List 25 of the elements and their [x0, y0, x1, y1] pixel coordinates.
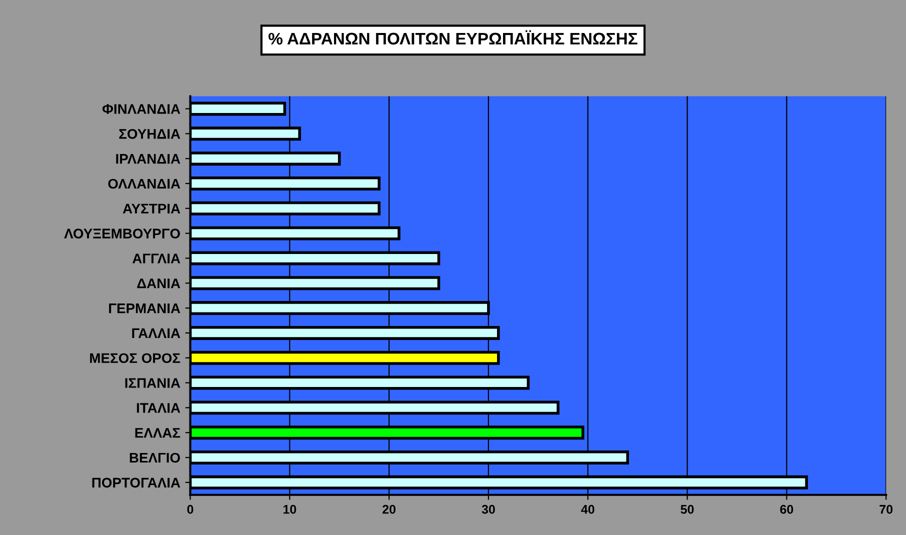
y-tick-label: ΕΛΛΑΣ	[135, 428, 180, 438]
y-tick-label: ΒΕΛΓΙΟ	[130, 452, 180, 463]
y-tick-label: ΠΟΡΤΟΓΑΛΙΑ	[92, 478, 180, 488]
y-tick-label: ΣΟΥΗΔΙΑ	[119, 129, 180, 139]
y-tick-label: ΙΡΛΑΝΔΙΑ	[116, 154, 180, 164]
x-tick-label: 0	[187, 504, 194, 514]
y-tick-label: ΑΓΓΛΙΑ	[132, 254, 180, 264]
y-tick-label: ΔΑΝΙΑ	[137, 278, 180, 288]
x-tick-label: 70	[880, 504, 893, 514]
y-tick-label: ΟΛΛΑΝΔΙΑ	[108, 178, 180, 189]
x-tick-label: 20	[382, 504, 396, 514]
y-tick-label: ΜΕΣΟΣ ΟΡΟΣ	[90, 353, 180, 364]
x-tick-label: 50	[680, 504, 694, 514]
x-tick-label: 30	[482, 504, 495, 514]
y-tick-label: ΛΟΥΞΕΜΒΟΥΡΓΟ	[64, 228, 180, 238]
y-tick-label: ΓΑΛΛΙΑ	[132, 328, 180, 338]
y-tick-label: ΓΕΡΜΑΝΙΑ	[109, 304, 180, 314]
x-tick-label: 40	[581, 504, 594, 514]
y-tick-label: ΙΤΑΛΙΑ	[136, 403, 180, 413]
x-tick-label: 60	[780, 504, 794, 514]
y-tick-label: ΙΣΠΑΝΙΑ	[125, 378, 180, 388]
y-tick-label: ΦΙΝΛΑΝΔΙΑ	[102, 104, 180, 114]
x-tick-label: 10	[283, 504, 296, 514]
chart-title: % ΑΔΡΑΝΩΝ ΠΟΛΙΤΩΝ ΕΥΡΩΠΑΪΚΗΣ ΕΝΩΣΗΣ	[268, 30, 638, 45]
y-tick-label: ΑΥΣΤΡΙΑ	[122, 204, 180, 214]
